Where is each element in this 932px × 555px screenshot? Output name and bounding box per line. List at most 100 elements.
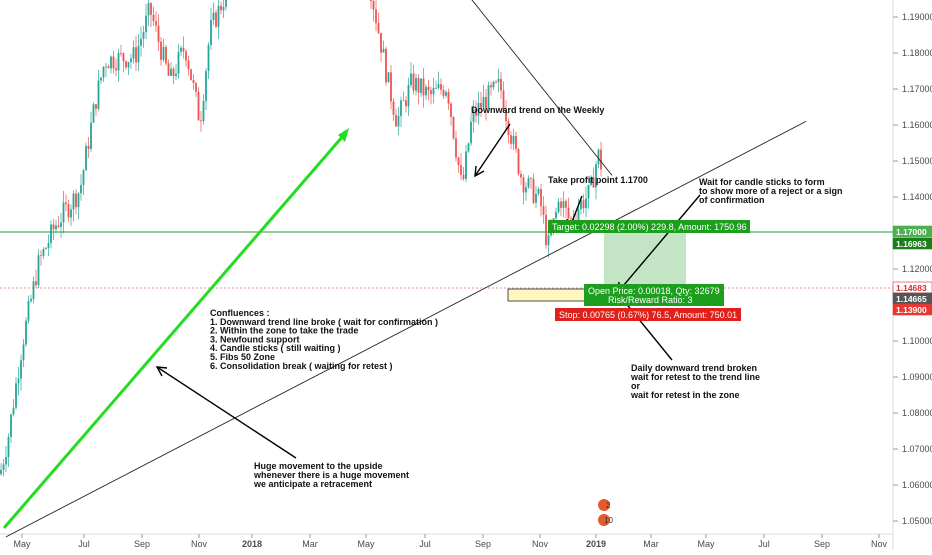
- candle-body: [137, 45, 140, 63]
- price-axis[interactable]: 1.260001.250001.240001.230001.220001.210…: [893, 0, 932, 526]
- candle-body: [452, 116, 455, 139]
- candle-body: [512, 135, 515, 144]
- candle-body: [135, 47, 137, 63]
- candle-body: [470, 121, 472, 144]
- open-label-box[interactable]: [584, 284, 724, 306]
- candle-body: [437, 84, 440, 89]
- y-tick-label: 1.18000: [902, 48, 932, 58]
- candle-body: [165, 46, 167, 64]
- candle-body: [45, 247, 47, 250]
- candle-body: [170, 68, 172, 76]
- candle-body: [85, 145, 87, 171]
- candle-body: [557, 201, 560, 212]
- candle-body: [222, 6, 225, 11]
- candle-body: [442, 89, 445, 96]
- candle-body: [200, 120, 202, 122]
- candle-body: [157, 25, 160, 42]
- candle-body: [542, 206, 545, 215]
- candle-body: [450, 103, 452, 117]
- candle-body: [455, 138, 457, 158]
- candle-body: [522, 177, 525, 193]
- target-label-box[interactable]: [548, 220, 750, 233]
- candle-body: [560, 201, 562, 208]
- arrow-downtrend-weekly: [474, 123, 511, 177]
- candle-body: [205, 71, 207, 101]
- time-axis[interactable]: May Jul Sep Nov 2018 Mar May Jul Sep Nov 2019 Mar Ma…: [13, 534, 887, 549]
- trendline-group[interactable]: [5, 0, 807, 538]
- events-badge[interactable]: 2 10: [598, 499, 613, 526]
- candle-body: [545, 214, 547, 246]
- downtrend-trendline[interactable]: [296, 0, 613, 176]
- candle-body: [192, 80, 195, 83]
- candle-body: [92, 104, 95, 123]
- x-tick-label: Nov: [191, 539, 208, 549]
- y-tick-label: 1.08000: [902, 408, 932, 418]
- candle-body: [520, 173, 522, 178]
- candle-body: [70, 209, 72, 218]
- candle-body: [597, 149, 600, 165]
- x-tick-label: Nov: [871, 539, 888, 549]
- candle-body: [22, 344, 25, 361]
- candle-body: [110, 56, 112, 69]
- candle-body: [527, 178, 530, 188]
- candle-body: [535, 193, 537, 203]
- candle-body: [160, 41, 162, 60]
- arrow-downtrend-weekly-head: [474, 165, 485, 178]
- annotation-daily-broken: Daily downward trend broken wait for ret…: [630, 363, 763, 400]
- annotation-downtrend-weekly: Downward trend on the Weekly: [471, 105, 604, 115]
- candle-body: [180, 47, 182, 52]
- arrow-huge-movement-head: [155, 366, 168, 377]
- x-tick-label: Nov: [532, 539, 549, 549]
- candle-body: [585, 198, 587, 209]
- stop-label-box[interactable]: [555, 308, 741, 321]
- candle-body: [50, 224, 52, 243]
- candle-body: [75, 193, 77, 208]
- x-tick-label: 2018: [242, 539, 262, 549]
- annotation-huge-movement: Huge movement to the upside whenever the…: [253, 461, 412, 489]
- candle-body: [387, 72, 390, 83]
- candle-body: [122, 53, 125, 62]
- uptrend-trendline[interactable]: [5, 121, 807, 538]
- huge-line-2: whenever there is a huge movement: [253, 470, 409, 480]
- candle-series: [0, 0, 602, 477]
- candle-body: [405, 100, 407, 107]
- candle-body: [12, 407, 15, 415]
- candle-body: [27, 301, 30, 321]
- price-tag-bg: [892, 303, 932, 316]
- candle-body: [577, 209, 580, 221]
- annotation-take-profit: Take profit point 1.1700: [548, 175, 648, 185]
- candle-body: [55, 225, 57, 230]
- candle-body: [32, 281, 35, 299]
- candle-body: [67, 204, 70, 218]
- candle-body: [100, 77, 102, 81]
- x-tick-label: 2019: [586, 539, 606, 549]
- candle-body: [20, 360, 22, 379]
- candle-body: [492, 81, 495, 88]
- candle-body: [207, 45, 210, 72]
- candle-body: [485, 97, 487, 109]
- arrow-wait-candles: [617, 194, 701, 293]
- profit-zone[interactable]: [604, 232, 686, 293]
- annotation-arrows: [155, 123, 701, 459]
- candle-body: [410, 73, 412, 85]
- candle-body: [130, 58, 132, 62]
- x-tick-label: May: [13, 539, 31, 549]
- candle-body: [10, 414, 12, 437]
- candle-body: [212, 12, 215, 20]
- candle-body: [370, 0, 372, 2]
- candle-body: [432, 88, 435, 95]
- candle-body: [17, 378, 20, 384]
- candle-body: [525, 187, 527, 193]
- candle-body: [395, 114, 397, 127]
- green-uptrend-arrow[interactable]: [2, 135, 345, 529]
- y-tick-label: 1.07000: [902, 444, 932, 454]
- candle-body: [472, 108, 475, 122]
- y-tick-label: 1.16000: [902, 120, 932, 130]
- candle-body: [25, 320, 27, 345]
- candle-body: [482, 97, 485, 108]
- candle-body: [377, 23, 380, 33]
- candle-body: [477, 102, 480, 116]
- candle-body: [420, 78, 422, 93]
- confluence-line-2: 2. Within the zone to take the trade: [210, 326, 358, 336]
